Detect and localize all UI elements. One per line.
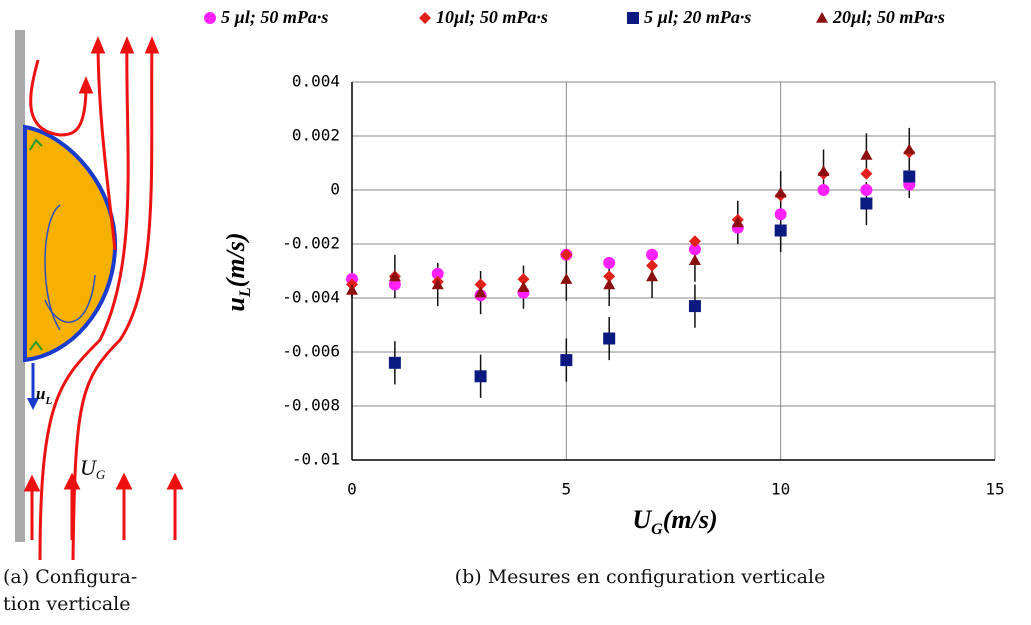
x-tick-label: 15 bbox=[985, 480, 1004, 499]
point bbox=[860, 197, 873, 210]
droplet bbox=[23, 124, 118, 363]
point bbox=[731, 216, 744, 228]
y-tick-label: 0 bbox=[330, 180, 340, 199]
velocity-label: UG bbox=[80, 455, 106, 482]
point bbox=[646, 259, 659, 272]
point bbox=[603, 270, 616, 283]
legend-marker bbox=[419, 12, 431, 24]
circulation bbox=[44, 204, 96, 331]
point bbox=[817, 165, 830, 176]
point bbox=[388, 270, 401, 282]
point bbox=[560, 354, 573, 367]
point bbox=[860, 167, 873, 180]
label-sub: L bbox=[44, 395, 52, 407]
point bbox=[431, 278, 444, 290]
y-tick-label: -0.01 bbox=[292, 450, 340, 469]
point bbox=[646, 270, 659, 282]
point bbox=[688, 300, 701, 313]
point bbox=[474, 370, 487, 383]
point bbox=[774, 224, 787, 237]
legend-marker bbox=[627, 12, 639, 24]
title-main: U bbox=[632, 505, 652, 534]
corner-flow bbox=[29, 138, 43, 351]
point bbox=[346, 283, 358, 295]
diagram bbox=[15, 30, 184, 561]
y-tick-label: 0.004 bbox=[292, 72, 340, 91]
point bbox=[688, 243, 701, 256]
point bbox=[903, 170, 916, 183]
point bbox=[860, 184, 873, 196]
y-tick-label: -0.004 bbox=[282, 288, 340, 307]
point bbox=[603, 256, 616, 269]
label-sub: G bbox=[96, 467, 106, 482]
wall bbox=[15, 30, 25, 542]
x-tick-label: 0 bbox=[347, 480, 357, 499]
y-tick-label: 0.002 bbox=[292, 126, 340, 145]
point bbox=[517, 281, 530, 292]
x-tick-label: 10 bbox=[771, 480, 790, 499]
point bbox=[560, 248, 573, 261]
y-tick-label: -0.002 bbox=[282, 234, 340, 253]
title-sub: L bbox=[237, 287, 254, 298]
caption: (b) Mesures en configuration verticale bbox=[455, 566, 826, 588]
x-axis-title: UG(m/s) bbox=[632, 505, 717, 538]
legend-label: 20µl; 50 mPa·s bbox=[832, 7, 945, 27]
streamlines bbox=[23, 36, 184, 561]
y-tick-label: -0.006 bbox=[282, 342, 340, 361]
y-axis-title: uL(m/s) bbox=[221, 232, 254, 311]
legend-label: 5 µl; 20 mPa·s bbox=[644, 7, 751, 27]
point bbox=[903, 143, 916, 155]
legend-marker bbox=[816, 12, 828, 23]
legend-marker bbox=[204, 12, 216, 24]
point bbox=[431, 267, 444, 280]
point bbox=[603, 278, 616, 290]
caption: tion verticale bbox=[3, 593, 131, 615]
point bbox=[517, 273, 530, 286]
title-main: u bbox=[221, 297, 250, 311]
point bbox=[646, 248, 659, 261]
point bbox=[774, 186, 787, 198]
y-tick-label: -0.008 bbox=[282, 396, 340, 415]
label-main: u bbox=[36, 384, 45, 403]
point bbox=[603, 332, 616, 345]
caption: (a) Configura- bbox=[3, 566, 137, 588]
legend-label: 5 µl; 50 mPa·s bbox=[221, 7, 328, 27]
legend-label: 10µl; 50 mPa·s bbox=[436, 7, 548, 27]
title-unit: (m/s) bbox=[221, 232, 250, 287]
title-sub: G bbox=[651, 521, 663, 538]
point bbox=[688, 254, 701, 265]
label-main: U bbox=[80, 455, 98, 480]
point bbox=[860, 148, 873, 160]
point bbox=[688, 235, 701, 248]
point bbox=[388, 356, 401, 369]
point bbox=[388, 278, 401, 291]
point bbox=[817, 184, 830, 196]
velocity-label: uL bbox=[36, 384, 52, 407]
point bbox=[474, 286, 487, 298]
title-unit: (m/s) bbox=[663, 505, 718, 534]
point bbox=[774, 208, 787, 221]
point bbox=[474, 278, 487, 291]
point bbox=[560, 273, 573, 284]
x-tick-label: 5 bbox=[562, 480, 572, 499]
